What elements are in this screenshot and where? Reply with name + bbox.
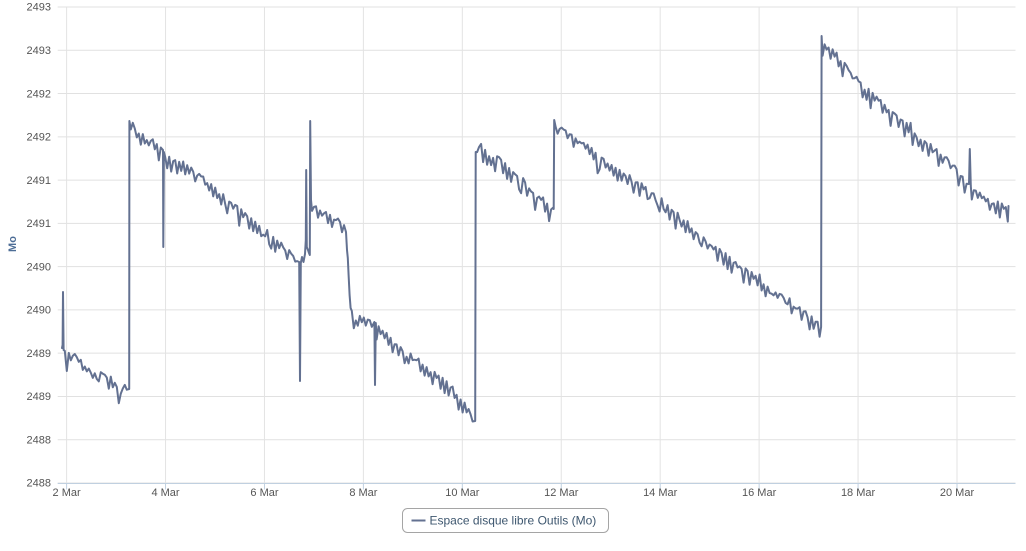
svg-text:20 Mar: 20 Mar — [940, 487, 975, 499]
svg-text:4 Mar: 4 Mar — [151, 487, 179, 499]
svg-text:2489: 2489 — [27, 391, 51, 403]
svg-text:2491: 2491 — [27, 218, 51, 230]
svg-text:6 Mar: 6 Mar — [250, 487, 278, 499]
svg-text:2492: 2492 — [27, 132, 51, 144]
svg-text:2493: 2493 — [27, 45, 51, 57]
svg-text:10 Mar: 10 Mar — [445, 487, 480, 499]
svg-text:8 Mar: 8 Mar — [349, 487, 377, 499]
svg-text:2492: 2492 — [27, 88, 51, 100]
svg-text:14 Mar: 14 Mar — [643, 487, 678, 499]
svg-text:Mo: Mo — [7, 236, 19, 252]
svg-text:2490: 2490 — [27, 261, 51, 273]
svg-text:16 Mar: 16 Mar — [742, 487, 777, 499]
svg-text:12 Mar: 12 Mar — [544, 487, 579, 499]
svg-text:2488: 2488 — [27, 434, 51, 446]
svg-text:Espace disque libre Outils (Mo: Espace disque libre Outils (Mo) — [430, 514, 597, 528]
svg-text:2489: 2489 — [27, 348, 51, 360]
svg-text:2 Mar: 2 Mar — [53, 487, 81, 499]
svg-text:2490: 2490 — [27, 305, 51, 317]
svg-text:2488: 2488 — [27, 478, 51, 490]
svg-text:18 Mar: 18 Mar — [841, 487, 876, 499]
svg-text:2491: 2491 — [27, 175, 51, 187]
svg-text:2493: 2493 — [27, 2, 51, 14]
